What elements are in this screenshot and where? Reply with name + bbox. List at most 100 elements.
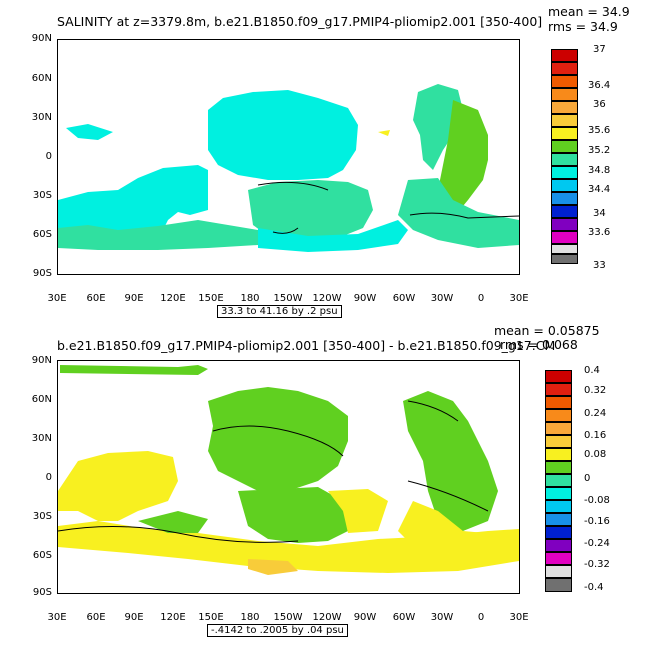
x-tick: 30E (509, 612, 529, 623)
colorbar-label: -0.32 (584, 559, 610, 570)
x-tick: 150W (273, 293, 303, 304)
colorbar-label: 35.6 (588, 125, 611, 136)
x-tick: 90E (124, 612, 144, 623)
southern-ocean-orange (248, 559, 298, 575)
colorbar-swatch (545, 526, 572, 539)
contour-line-2 (58, 525, 299, 543)
colorbar-swatch (551, 140, 578, 153)
colorbar-label: 0.24 (584, 408, 607, 419)
colorbar-swatch (551, 254, 578, 264)
south-pacific-region (248, 180, 373, 240)
atlantic-green (403, 391, 498, 533)
colorbar-swatch (551, 49, 578, 62)
x-tick: 90E (124, 293, 144, 304)
colorbar-label: 34.8 (588, 165, 611, 176)
range-note: 33.3 to 41.16 by .2 psu (217, 305, 342, 318)
salinity-map (58, 84, 519, 252)
colorbar-swatch (551, 166, 578, 179)
indian-ocean-south (58, 220, 258, 250)
colorbar-label: 33 (593, 260, 606, 271)
x-tick: 60E (86, 612, 106, 623)
x-tick: 0 (477, 293, 485, 304)
x-tick: 0 (477, 612, 485, 623)
colorbar (551, 49, 578, 264)
south-pacific-yellow (328, 489, 388, 533)
colorbar-swatch (545, 565, 572, 578)
x-tick: 90W (353, 612, 377, 623)
colorbar-swatch (545, 383, 572, 396)
x-tick: 90W (353, 293, 377, 304)
y-tick: 60S (32, 550, 52, 561)
colorbar-swatch (545, 539, 572, 552)
colorbar-label: 37 (593, 44, 606, 55)
mean-stat: mean = 0.05875 (494, 323, 600, 338)
colorbar-swatch (551, 88, 578, 101)
colorbar-swatch (545, 370, 572, 383)
indian-ocean-region (58, 451, 178, 521)
colorbar-swatch (545, 487, 572, 500)
y-tick: 60N (31, 394, 52, 405)
colorbar-swatch (545, 578, 572, 592)
colorbar-swatch (551, 205, 578, 218)
map-frame (57, 360, 520, 594)
x-tick: 150E (198, 293, 224, 304)
southern-ocean-green (138, 511, 208, 533)
colorbar-label: -0.16 (584, 516, 610, 527)
south-atlantic-yellow (378, 130, 390, 136)
colorbar-label: -0.4 (584, 582, 604, 593)
map-frame (57, 39, 520, 275)
colorbar-label: 0.4 (584, 365, 600, 376)
colorbar-swatch (551, 179, 578, 192)
colorbar-swatch (551, 153, 578, 166)
y-tick: 30N (31, 433, 52, 444)
north-pacific-region (208, 90, 358, 180)
colorbar-swatch (551, 62, 578, 75)
colorbar-swatch (545, 474, 572, 487)
x-tick: 60W (392, 293, 416, 304)
colorbar-swatch (551, 114, 578, 127)
colorbar-label: 36 (593, 99, 606, 110)
rms-stat: rms = 34.9 (548, 19, 618, 34)
colorbar-swatch (545, 552, 572, 565)
colorbar-swatch (551, 75, 578, 88)
y-tick: 90N (31, 355, 52, 366)
colorbar (545, 370, 572, 592)
colorbar-label: 36.4 (588, 80, 611, 91)
x-tick: 30E (509, 293, 529, 304)
colorbar-swatch (551, 101, 578, 114)
contour-line-3 (407, 480, 489, 512)
contour-line (257, 181, 329, 191)
north-atlantic-region (413, 84, 463, 170)
colorbar-swatch (545, 513, 572, 526)
southern-ocean-band (258, 220, 408, 252)
x-tick: 120W (312, 612, 342, 623)
arctic-fragment (66, 124, 113, 140)
contour-line-4 (407, 400, 459, 422)
y-tick: 90N (31, 33, 52, 44)
colorbar-label: -0.08 (584, 495, 610, 506)
x-tick: 120E (160, 612, 186, 623)
difference-map (58, 365, 519, 575)
x-tick: 180 (240, 293, 260, 304)
y-tick: 30S (32, 511, 52, 522)
colorbar-label: 34.4 (588, 184, 611, 195)
y-tick: 30S (32, 190, 52, 201)
contour-line-3 (272, 227, 299, 234)
colorbar-swatch (551, 231, 578, 244)
contour-line (212, 425, 344, 457)
south-pacific-region (238, 487, 348, 543)
y-tick: 0 (45, 151, 52, 162)
x-tick: 30E (47, 612, 67, 623)
x-tick: 120E (160, 293, 186, 304)
y-tick: 30N (31, 112, 52, 123)
north-pacific-region (208, 387, 348, 491)
panel-title: SALINITY at z=3379.8m, b.e21.B1850.f09_g… (57, 14, 543, 29)
x-tick: 60W (392, 612, 416, 623)
colorbar-label: 0.16 (584, 430, 607, 441)
colorbar-swatch (545, 435, 572, 448)
rms-stat: rms = 0.068 (500, 337, 578, 352)
colorbar-swatch (545, 500, 572, 513)
salinity-panel: SALINITY at z=3379.8m, b.e21.B1850.f09_g… (31, 4, 630, 318)
mean-stat: mean = 34.9 (548, 4, 630, 19)
colorbar-label: -0.24 (584, 538, 610, 549)
